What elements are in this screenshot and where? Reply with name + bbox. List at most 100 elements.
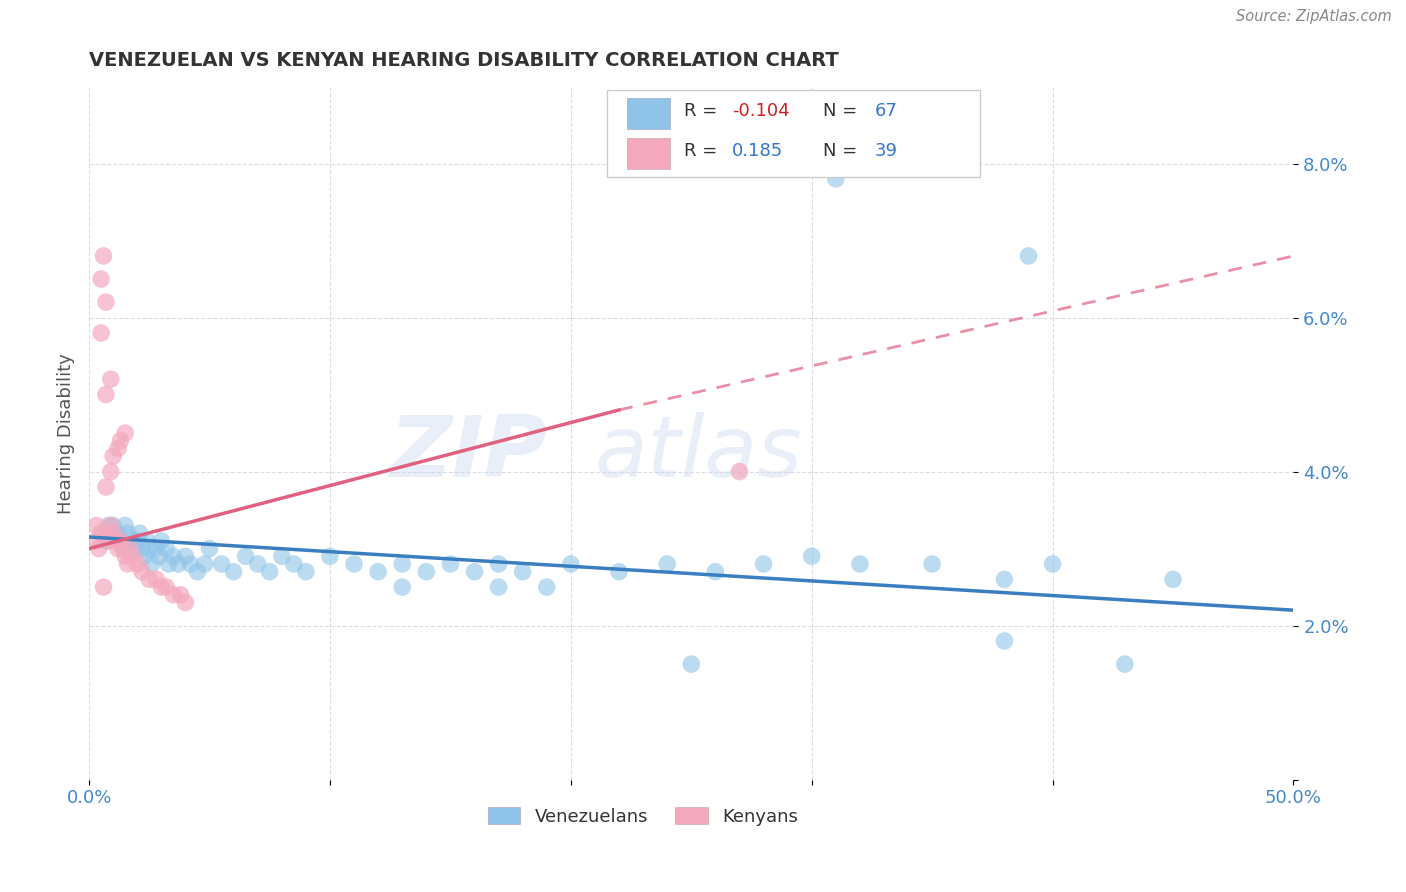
Point (84, 518, 107, 533)
Text: atlas: atlas (595, 412, 803, 495)
Point (148, 549, 170, 564)
Point (124, 541, 146, 556)
Point (194, 557, 217, 571)
Point (295, 565, 318, 579)
Text: R =: R = (685, 102, 723, 120)
Point (1161, 573, 1184, 587)
Point (114, 425, 136, 440)
Point (211, 557, 233, 571)
Point (157, 557, 180, 571)
Point (198, 541, 221, 556)
Text: R =: R = (685, 142, 728, 160)
Point (463, 565, 485, 579)
Point (560, 557, 582, 571)
Point (118, 541, 141, 556)
Point (536, 580, 558, 594)
Point (131, 541, 153, 556)
Legend: Venezuelans, Kenyans: Venezuelans, Kenyans (481, 800, 806, 833)
Point (94, 480, 117, 494)
FancyBboxPatch shape (607, 90, 980, 177)
Point (134, 549, 156, 564)
Point (174, 549, 197, 564)
Point (100, 465, 122, 479)
Y-axis label: Hearing Disability: Hearing Disability (58, 352, 75, 514)
Point (921, 557, 943, 571)
Point (87, 541, 110, 556)
Point (107, 541, 129, 556)
Point (162, 549, 184, 564)
Point (167, 557, 190, 571)
Point (90, 526, 112, 541)
Point (155, 580, 177, 594)
Point (101, 526, 124, 541)
Text: 39: 39 (875, 142, 897, 160)
Bar (627, 98, 669, 129)
Point (90, 526, 112, 541)
Point (259, 565, 281, 579)
Point (150, 533, 173, 548)
Text: ZIP: ZIP (389, 412, 547, 495)
Point (415, 565, 437, 579)
Point (319, 549, 342, 564)
Point (657, 557, 679, 571)
Point (127, 557, 149, 571)
Point (488, 557, 510, 571)
Text: Source: ZipAtlas.com: Source: ZipAtlas.com (1236, 9, 1392, 24)
Point (343, 557, 366, 571)
Point (94, 526, 117, 541)
Point (1042, 557, 1064, 571)
Text: VENEZUELAN VS KENYAN HEARING DISABILITY CORRELATION CHART: VENEZUELAN VS KENYAN HEARING DISABILITY … (89, 51, 839, 70)
Point (824, 172, 846, 186)
Point (439, 557, 461, 571)
Point (127, 533, 149, 548)
Point (97, 518, 120, 533)
Point (101, 526, 124, 541)
Point (117, 526, 139, 541)
Bar (627, 138, 669, 169)
Text: 0.185: 0.185 (733, 142, 783, 160)
Point (110, 434, 132, 448)
Point (101, 518, 124, 533)
Point (110, 533, 132, 548)
Point (135, 533, 157, 548)
Point (100, 372, 122, 386)
Point (94, 533, 117, 548)
Point (138, 541, 160, 556)
Text: N =: N = (823, 142, 862, 160)
Point (800, 549, 823, 564)
Point (1114, 657, 1136, 672)
Text: N =: N = (823, 102, 862, 120)
Point (121, 533, 143, 548)
Point (128, 526, 150, 541)
Point (607, 565, 630, 579)
Point (121, 549, 143, 564)
Point (728, 465, 751, 479)
Point (169, 588, 191, 602)
Point (993, 634, 1015, 648)
Point (752, 557, 775, 571)
Point (107, 442, 129, 456)
Point (110, 533, 132, 548)
Point (101, 449, 124, 463)
Point (150, 580, 173, 594)
Text: -0.104: -0.104 (733, 102, 790, 120)
Point (174, 595, 197, 609)
Point (283, 557, 305, 571)
Point (512, 565, 534, 579)
Point (155, 541, 177, 556)
Point (179, 557, 201, 571)
Point (704, 565, 727, 579)
Point (111, 541, 134, 556)
Text: 67: 67 (875, 102, 897, 120)
Point (367, 565, 389, 579)
Point (93, 580, 115, 594)
Point (90, 326, 112, 340)
Point (145, 573, 167, 587)
Point (391, 557, 413, 571)
Point (246, 557, 269, 571)
Point (94, 295, 117, 310)
Point (138, 573, 160, 587)
Point (145, 541, 167, 556)
Point (114, 518, 136, 533)
Point (270, 549, 292, 564)
